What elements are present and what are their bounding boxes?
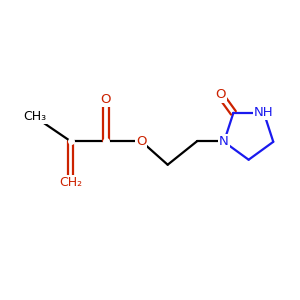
Text: O: O bbox=[215, 88, 226, 101]
Text: CH₂: CH₂ bbox=[59, 176, 82, 189]
Text: NH: NH bbox=[254, 106, 274, 119]
Text: CH₃: CH₃ bbox=[24, 110, 47, 123]
Text: O: O bbox=[100, 93, 111, 106]
Text: O: O bbox=[136, 135, 146, 148]
Text: N: N bbox=[219, 135, 229, 148]
